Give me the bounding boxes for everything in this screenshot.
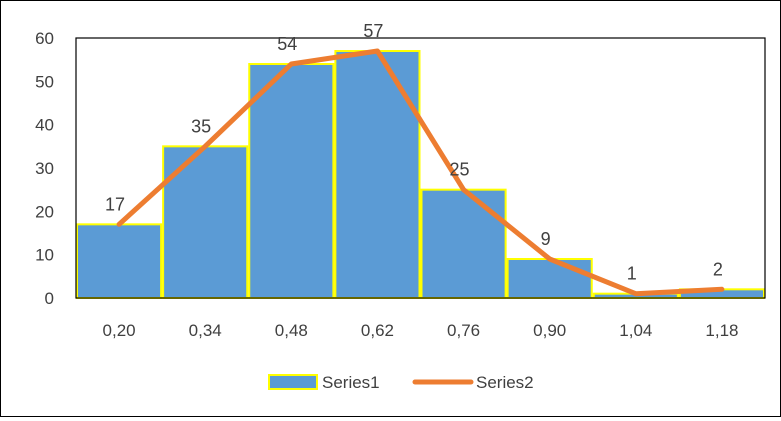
plot-area-border xyxy=(75,37,766,299)
legend: Series1 Series2 xyxy=(268,373,534,392)
data-label: 54 xyxy=(277,34,297,54)
x-tick-label: 0,62 xyxy=(361,321,394,340)
data-label: 9 xyxy=(541,229,551,249)
x-tick-label: 1,18 xyxy=(705,321,738,340)
bar xyxy=(248,63,335,299)
data-label: 25 xyxy=(450,160,470,180)
y-tick-label: 30 xyxy=(35,159,54,178)
legend-label-series2: Series2 xyxy=(476,373,534,392)
x-tick-label: 0,34 xyxy=(189,321,222,340)
data-label: 1 xyxy=(627,264,637,284)
legend-label-series1: Series1 xyxy=(322,373,380,392)
y-tick-label: 10 xyxy=(35,246,54,265)
data-label: 35 xyxy=(191,116,211,136)
bar-series xyxy=(76,50,765,300)
data-label: 2 xyxy=(713,259,723,279)
y-tick-label: 20 xyxy=(35,202,54,221)
line-series xyxy=(116,48,725,297)
bar xyxy=(76,223,163,299)
y-tick-label: 0 xyxy=(45,289,54,308)
data-labels: 17 35 54 57 25 9 1 2 xyxy=(105,21,723,284)
x-tick-label: 0,76 xyxy=(447,321,480,340)
y-tick-label: 40 xyxy=(35,116,54,135)
y-tick-label: 50 xyxy=(35,72,54,91)
x-tick-label: 0,48 xyxy=(275,321,308,340)
x-axis-ticks: 0,20 0,34 0,48 0,62 0,76 0,90 1,04 1,18 xyxy=(103,321,739,340)
y-tick-label: 60 xyxy=(35,29,54,48)
bar xyxy=(506,258,593,299)
x-tick-label: 1,04 xyxy=(619,321,652,340)
bar xyxy=(162,145,249,299)
legend-swatch-series1 xyxy=(268,374,318,390)
bar xyxy=(420,188,507,300)
data-label: 57 xyxy=(363,21,383,41)
bar xyxy=(334,50,421,299)
x-tick-label: 0,20 xyxy=(103,321,136,340)
y-axis-ticks: 0 10 20 30 40 50 60 xyxy=(35,29,54,308)
data-label: 17 xyxy=(105,194,125,214)
x-tick-label: 0,90 xyxy=(533,321,566,340)
